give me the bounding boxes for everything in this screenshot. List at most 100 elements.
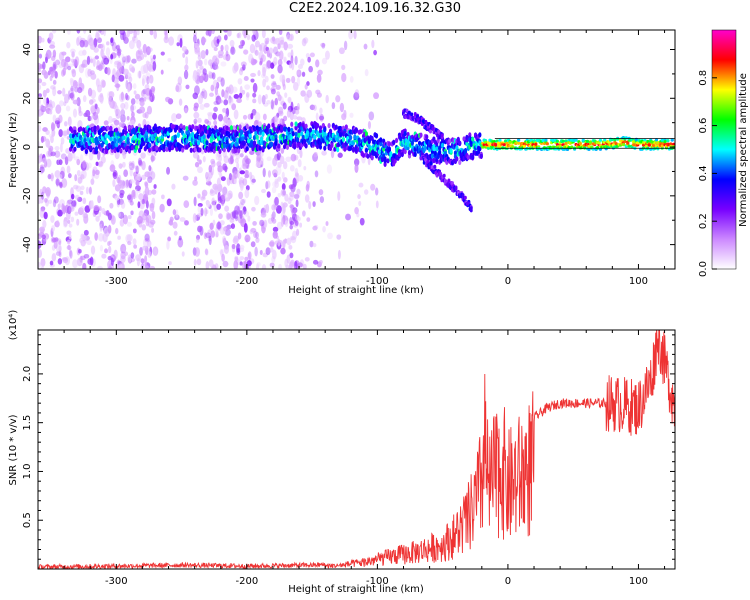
- y-tick-label: -40: [22, 236, 33, 252]
- spectrogram-noise-cell: [77, 87, 83, 94]
- spectrogram-ridge-cell: [482, 143, 486, 147]
- spectrogram-noise-cell: [113, 249, 118, 260]
- spectrogram-noise-cell: [353, 92, 360, 101]
- spectrogram-noise-cell: [44, 197, 48, 203]
- spectrogram-y-axis: -40 -20 0 20 40: [22, 43, 675, 270]
- spectrogram-noise-cell: [255, 237, 260, 243]
- spectrogram-noise-cell: [285, 77, 291, 83]
- spectrogram-ridge-cell: [106, 125, 110, 131]
- spectrogram-noise-cell: [46, 150, 51, 158]
- spectrogram-noise-cell: [98, 206, 102, 211]
- spectrogram-noise-cell: [239, 210, 243, 220]
- spectrogram-noise-cell: [286, 34, 291, 41]
- spectrogram-noise-cell: [103, 57, 110, 65]
- spectrogram-noise-cell: [131, 111, 135, 118]
- spectrogram-noise-cell: [259, 60, 263, 66]
- spectrogram-noise-cell: [208, 169, 213, 179]
- spectrogram-ridge-cell: [155, 145, 159, 151]
- spectrogram-noise-cell: [223, 34, 228, 41]
- spectrogram-ridge-cell: [294, 131, 298, 137]
- spectrogram-noise-cell: [38, 125, 42, 132]
- spectrogram-noise-cell: [79, 154, 84, 164]
- spectrogram-ridge-cell: [564, 141, 568, 146]
- spectrogram-noise-cell: [87, 115, 92, 122]
- spectrogram-noise-cell: [74, 211, 79, 216]
- spectrogram-ridge-cell: [176, 132, 180, 138]
- spectrogram-ridge-cell: [248, 132, 252, 138]
- spectrogram-ridge-cell: [107, 142, 112, 149]
- spectrogram-noise-cell: [113, 61, 119, 68]
- spectrogram-noise-cell: [51, 253, 57, 262]
- spectrogram-noise-cell: [97, 160, 104, 168]
- spectrogram-ridge-cell: [494, 142, 498, 147]
- spectrogram-noise-cell: [70, 216, 75, 223]
- spectrogram-noise-cell: [282, 83, 286, 91]
- spectrogram-noise-cell: [89, 42, 94, 50]
- spectrogram-noise-cell: [224, 44, 229, 52]
- spectrogram-noise-cell: [301, 38, 307, 47]
- spectrogram-noise-cell: [147, 251, 152, 258]
- spectrogram-noise-cell: [264, 75, 269, 83]
- spectrogram-noise-cell: [211, 160, 216, 168]
- spectrogram-ridge-cell: [241, 136, 245, 142]
- spectrogram-noise-cell: [266, 85, 270, 91]
- spectrogram-noise-cell: [280, 217, 284, 228]
- spectrogram-noise-cell: [45, 49, 52, 60]
- spectrogram-ridge-cell: [364, 147, 369, 153]
- spectrogram-noise-cell: [306, 89, 313, 98]
- spectrogram-ridge-cell: [656, 147, 660, 151]
- spectrogram-ridge-cell: [449, 148, 453, 154]
- spectrogram-noise-cell: [67, 152, 73, 162]
- spectrogram-noise-cell: [289, 191, 295, 197]
- spectrogram-noise-cell: [59, 181, 63, 187]
- spectrogram-noise-cell: [271, 36, 276, 42]
- y-tick-label: 1.0: [22, 463, 33, 479]
- spectrogram-noise-cell: [219, 220, 225, 226]
- spectrogram-noise-cell: [127, 83, 131, 93]
- spectrogram-ridge-cell: [545, 142, 549, 146]
- spectrogram-noise-cell: [233, 93, 240, 99]
- spectrogram-noise-cell: [76, 37, 80, 46]
- spectrogram-noise-cell: [239, 153, 244, 158]
- spectrogram-ridge-cell: [175, 124, 179, 130]
- spectrogram-noise-cell: [214, 58, 220, 66]
- spectrogram-ridge-cell: [544, 138, 548, 142]
- spectrogram-noise-cell: [198, 94, 203, 105]
- spectrogram-noise-cell: [368, 111, 375, 121]
- spectrogram-noise-cell: [256, 155, 261, 164]
- spectrogram-noise-cell: [66, 206, 72, 215]
- spectrogram-noise-cell: [168, 36, 175, 46]
- spectrogram-noise-cell: [228, 172, 233, 181]
- spectrogram-noise-cell: [172, 221, 178, 229]
- spectrogram-noise-cell: [233, 210, 239, 220]
- spectrogram-noise-cell: [68, 223, 73, 228]
- spectrogram-noise-cell: [117, 211, 122, 218]
- spectrogram-noise-cell: [62, 221, 68, 228]
- spectrogram-noise-cell: [255, 231, 259, 239]
- spectrogram-noise-cell: [48, 32, 54, 41]
- spectrogram-noise-cell: [95, 77, 101, 87]
- spectrogram-noise-cell: [296, 69, 301, 75]
- spectrogram-noise-cell: [120, 201, 126, 209]
- spectrogram-noise-cell: [222, 237, 227, 247]
- spectrogram-ridge-cell: [119, 148, 123, 154]
- spectrogram-ridge-cell: [581, 138, 585, 142]
- spectrogram-ridge-cell: [502, 143, 506, 147]
- spectrogram-noise-cell: [300, 90, 306, 97]
- spectrogram-noise-cell: [149, 265, 155, 269]
- spectrogram-noise-cell: [86, 163, 90, 171]
- spectrogram-ridge-cell: [383, 157, 387, 164]
- spectrogram-noise-cell: [226, 177, 231, 186]
- spectrogram-noise-cell: [215, 151, 220, 161]
- spectrogram-noise-cell: [40, 265, 44, 269]
- spectrogram-noise-cell: [271, 80, 277, 88]
- spectrogram-noise-cell: [128, 161, 133, 166]
- spectrogram-noise-cell: [72, 184, 79, 190]
- spectrogram-ridge-cell: [304, 143, 308, 149]
- spectrogram-branch-cell: [433, 164, 437, 169]
- spectrogram-noise-cell: [205, 232, 212, 239]
- spectrogram-noise-cell: [250, 78, 255, 83]
- spectrogram-noise-cell: [68, 248, 72, 257]
- spectrogram-noise-cell: [290, 235, 295, 241]
- spectrogram-ridge-cell: [83, 133, 87, 139]
